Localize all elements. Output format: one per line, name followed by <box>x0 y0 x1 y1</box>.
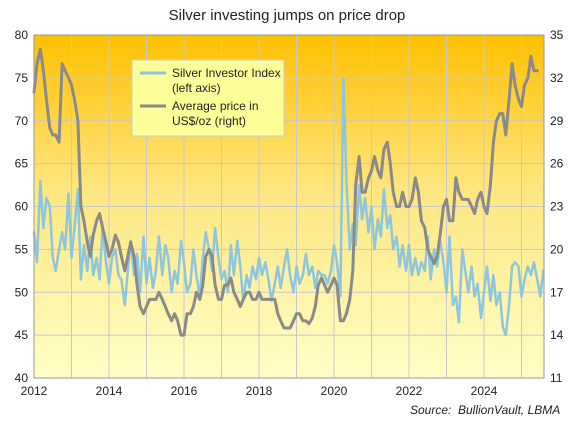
right-axis-tick-label: 20 <box>550 242 564 256</box>
series-line-silver-investor-index <box>32 76 545 337</box>
left-axis-tick-label: 75 <box>15 71 29 85</box>
source-note: Source: BullionVault, LBMA <box>410 403 560 417</box>
source-prefix: Source: <box>410 403 451 417</box>
plot-border <box>33 34 545 379</box>
series-layer <box>32 47 545 337</box>
left-axis-tick-label: 70 <box>15 114 29 128</box>
left-axis-tick-label: 45 <box>15 328 29 342</box>
left-axis-tick-label: 55 <box>15 242 29 256</box>
x-axis-tick-label: 2018 <box>246 384 273 398</box>
x-axis-ticks: 2012 2014 2016 2018 2020 2022 2024 <box>21 384 498 398</box>
x-axis-tick-label: 2020 <box>321 384 348 398</box>
right-axis-ticks: 11 14 17 20 23 26 29 32 35 <box>550 28 564 385</box>
left-axis-tick-label: 40 <box>15 371 29 385</box>
chart-title: Silver investing jumps on price drop <box>169 7 406 24</box>
source-text: BullionVault, LBMA <box>458 403 560 417</box>
right-axis-tick-label: 32 <box>550 71 564 85</box>
legend-label-average-price-line2: US$/oz (right) <box>172 114 246 128</box>
left-axis-tick-label: 60 <box>15 200 29 214</box>
x-axis-tick-label: 2024 <box>471 384 498 398</box>
legend: Silver Investor Index (left axis) Averag… <box>131 59 285 137</box>
right-axis-tick-label: 17 <box>550 285 564 299</box>
series-line-average-price <box>32 47 539 337</box>
left-axis-tick-label: 80 <box>15 28 29 42</box>
left-axis-ticks: 40 45 50 55 60 65 70 75 80 <box>15 28 29 385</box>
x-axis-tick-label: 2022 <box>396 384 423 398</box>
right-axis-tick-label: 26 <box>550 157 564 171</box>
right-axis-tick-label: 29 <box>550 114 564 128</box>
legend-label-silver-investor-index-line1: Silver Investor Index <box>172 66 281 80</box>
x-axis-tick-label: 2012 <box>21 384 48 398</box>
right-axis-tick-label: 14 <box>550 328 564 342</box>
x-axis-tick-label: 2016 <box>171 384 198 398</box>
left-axis-tick-label: 50 <box>15 285 29 299</box>
legend-label-average-price-line1: Average price in <box>172 99 259 113</box>
right-axis-tick-label: 23 <box>550 200 564 214</box>
right-axis-tick-label: 11 <box>550 371 563 385</box>
right-axis-tick-label: 35 <box>550 28 564 42</box>
legend-label-silver-investor-index-line2: (left axis) <box>172 81 221 95</box>
left-axis-tick-label: 65 <box>15 157 29 171</box>
x-axis-tick-label: 2014 <box>96 384 123 398</box>
